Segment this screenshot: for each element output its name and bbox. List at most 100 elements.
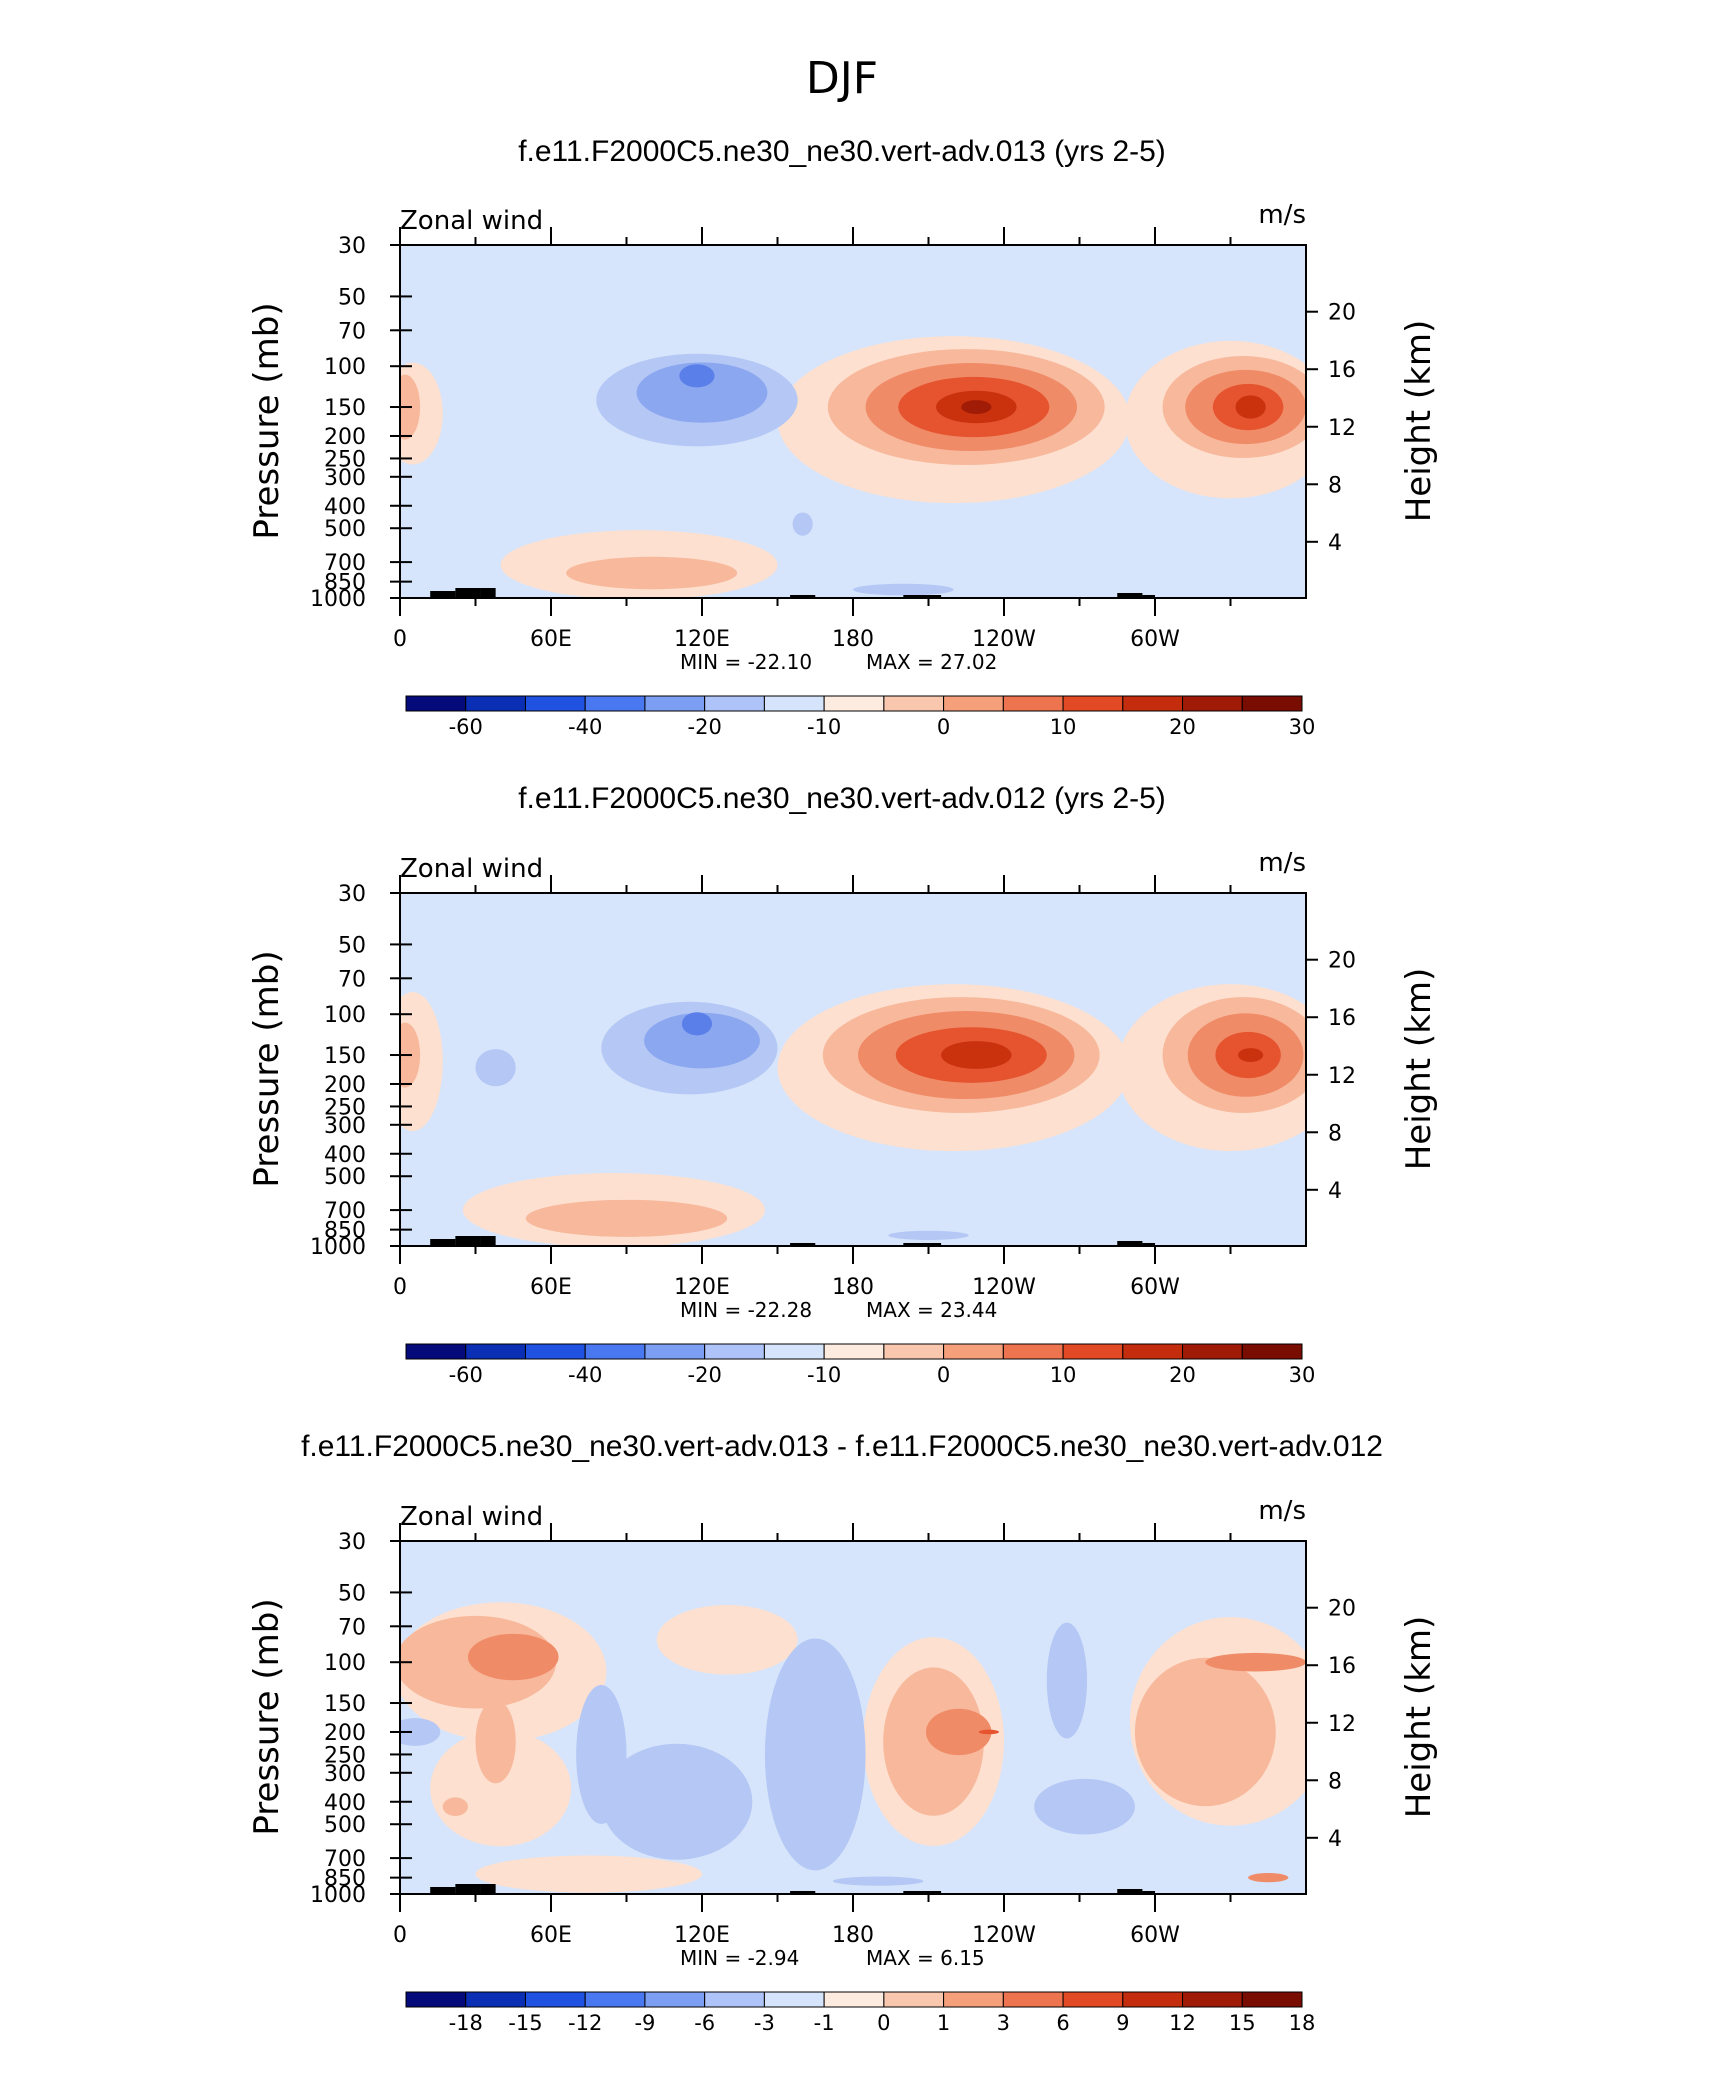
topography [430, 1239, 456, 1246]
height-tick-label: 20 [1328, 1597, 1356, 1622]
topography [430, 1887, 456, 1894]
colorbar-label: -9 [634, 2011, 655, 2035]
height-tick-label: 12 [1328, 1064, 1356, 1089]
topography [480, 588, 496, 598]
colorbar-box [1122, 1991, 1184, 2008]
pressure-tick-label: 500 [324, 1165, 366, 1190]
colorbar-box [465, 695, 526, 712]
panel-title: f.e11.F2000C5.ne30_ne30.vert-adv.013 (yr… [518, 135, 1166, 168]
colorbar-box [763, 1343, 825, 1360]
pressure-tick-label: 150 [324, 396, 366, 421]
height-tick-label: 4 [1328, 1827, 1342, 1852]
colorbar-box [1122, 695, 1184, 712]
colorbar-label: 10 [1050, 1363, 1077, 1387]
contour-level--0-7 [400, 1718, 441, 1746]
lon-tick-label: 180 [832, 1923, 874, 1948]
colorbar-box [1182, 1343, 1243, 1360]
colorbar-box [823, 1991, 885, 2008]
colorbar-label: 9 [1116, 2011, 1129, 2035]
lon-tick-label: 120W [972, 1275, 1036, 1300]
colorbar-box [524, 1343, 586, 1360]
colorbar-label: 18 [1289, 2011, 1316, 2035]
min-label: MIN = -22.10 [680, 650, 812, 674]
colorbar-box [704, 1991, 765, 2008]
colorbar-label: -60 [449, 715, 483, 739]
topography [1142, 1243, 1155, 1246]
contour-level--0-7 [764, 1638, 866, 1871]
colorbar-label: 1 [937, 2011, 950, 2035]
colorbar-label: -60 [449, 1363, 483, 1387]
height-tick-label: 4 [1328, 1179, 1342, 1204]
pressure-tick-label: 50 [338, 1581, 366, 1606]
pressure-tick-label: 1000 [310, 1235, 366, 1260]
contour-level-8 [525, 1199, 728, 1237]
topography [1142, 595, 1155, 598]
contour-field [400, 893, 1306, 1246]
contour-level-2 [475, 1699, 516, 1784]
lon-tick-label: 60W [1130, 1923, 1180, 1948]
lon-tick-label: 120E [674, 627, 730, 652]
pressure-axis-label: Pressure (mb) [247, 950, 287, 1187]
contour-level--8 [475, 1049, 516, 1087]
colorbar-box [823, 1343, 885, 1360]
colorbar-box [1182, 1991, 1243, 2008]
pressure-tick-label: 300 [324, 466, 366, 491]
colorbar-box [883, 695, 945, 712]
contour-level--8 [853, 583, 954, 596]
colorbar-label: 10 [1050, 715, 1077, 739]
pressure-tick-label: 30 [338, 882, 366, 907]
colorbar-box [943, 695, 1004, 712]
colorbar-label: -1 [814, 2011, 835, 2035]
pressure-tick-label: 300 [324, 1762, 366, 1787]
contour-level--14 [644, 1012, 760, 1069]
topography [790, 1891, 816, 1894]
colorbar-box [943, 1343, 1004, 1360]
height-tick-label: 20 [1328, 301, 1356, 326]
topography [480, 1236, 496, 1246]
pressure-axis-label: Pressure (mb) [247, 1598, 287, 1835]
colorbar-box [1241, 1991, 1303, 2008]
colorbar-box [1182, 695, 1243, 712]
colorbar-box [823, 695, 885, 712]
pressure-tick-label: 850 [324, 1867, 366, 1892]
lon-tick-label: 120E [674, 1275, 730, 1300]
field-label: Zonal wind [400, 1502, 543, 1532]
colorbar-label: 0 [937, 715, 950, 739]
colorbar-box [1002, 695, 1064, 712]
pressure-tick-label: 150 [324, 1692, 366, 1717]
field-label: Zonal wind [400, 854, 543, 884]
lon-tick-label: 120W [972, 1923, 1036, 1948]
colorbar-label: -20 [688, 715, 722, 739]
min-label: MIN = -22.28 [680, 1298, 812, 1322]
pressure-tick-label: 200 [324, 1721, 366, 1746]
height-tick-label: 16 [1328, 1654, 1356, 1679]
colorbar-box [644, 1343, 706, 1360]
pressure-tick-label: 100 [324, 1651, 366, 1676]
height-tick-label: 8 [1328, 473, 1342, 498]
pressure-tick-label: 500 [324, 517, 366, 542]
pressure-tick-label: 250 [324, 1743, 366, 1768]
topography [1117, 1241, 1143, 1246]
pressure-tick-label: 700 [324, 1847, 366, 1872]
pressure-tick-label: 700 [324, 551, 366, 576]
contour-field [400, 245, 1306, 598]
pressure-tick-label: 850 [324, 1219, 366, 1244]
contour-level-22 [941, 1041, 1012, 1069]
height-tick-label: 16 [1328, 358, 1356, 383]
colorbar-box [1122, 1343, 1184, 1360]
contour-field [400, 1541, 1306, 1894]
contour-level--20 [679, 364, 715, 388]
contour-level-5-5 [978, 1729, 999, 1735]
pressure-tick-label: 150 [324, 1044, 366, 1069]
topography [790, 1243, 816, 1246]
colorbar-box [704, 695, 765, 712]
max-label: MAX = 23.44 [866, 1298, 997, 1322]
colorbar-box [584, 1343, 646, 1360]
colorbar-label: 6 [1056, 2011, 1069, 2035]
contour-level--8 [792, 512, 813, 536]
contour-level-3-5 [925, 1708, 992, 1756]
pressure-tick-label: 500 [324, 1813, 366, 1838]
contour-level-22 [1238, 1048, 1264, 1062]
contour-level--20 [681, 1012, 713, 1036]
